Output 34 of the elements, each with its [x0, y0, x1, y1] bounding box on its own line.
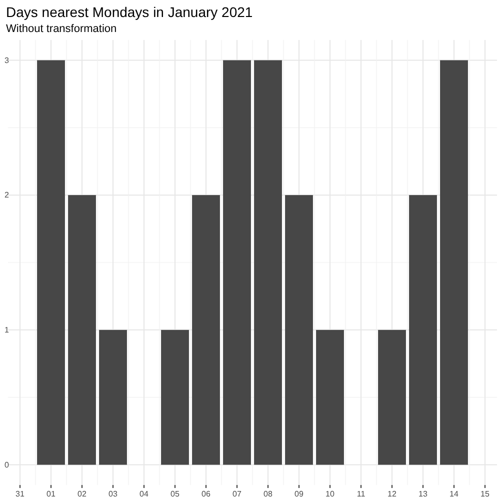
chart-subtitle: Without transformation: [6, 23, 117, 35]
x-tick-label: 01: [46, 490, 56, 499]
x-tick-label: 06: [202, 490, 211, 499]
x-tick-label: 07: [232, 490, 242, 499]
bar: [68, 195, 96, 465]
bar: [37, 60, 65, 465]
chart-title: Days nearest Mondays in January 2021: [6, 4, 253, 20]
x-tick-label: 09: [294, 490, 304, 499]
bar: [440, 60, 468, 465]
x-tick-label: 05: [170, 490, 180, 499]
bar: [254, 60, 282, 465]
x-tick-label: 14: [450, 490, 459, 499]
bar: [316, 330, 344, 465]
x-tick-label: 31: [16, 490, 25, 499]
x-tick-label: 12: [388, 490, 397, 499]
y-tick-label: 0: [4, 460, 10, 470]
y-tick-label: 3: [4, 56, 10, 65]
bar: [161, 330, 189, 465]
x-tick-label: 10: [326, 490, 335, 499]
x-tick-label: 13: [418, 490, 428, 499]
x-tick-label: 11: [356, 490, 366, 499]
y-tick-label: 2: [4, 190, 10, 200]
x-tick-label: 08: [264, 490, 273, 499]
y-tick-label: 1: [4, 325, 10, 334]
x-tick-label: 15: [480, 490, 490, 499]
bar: [99, 330, 127, 465]
x-tick-label: 02: [78, 490, 87, 499]
bar: [192, 195, 220, 465]
bar: [378, 330, 406, 465]
bar: [409, 195, 437, 465]
bar: [285, 195, 313, 465]
bar: [223, 60, 251, 465]
x-tick-label: 04: [140, 490, 149, 499]
x-tick-label: 03: [108, 490, 118, 499]
